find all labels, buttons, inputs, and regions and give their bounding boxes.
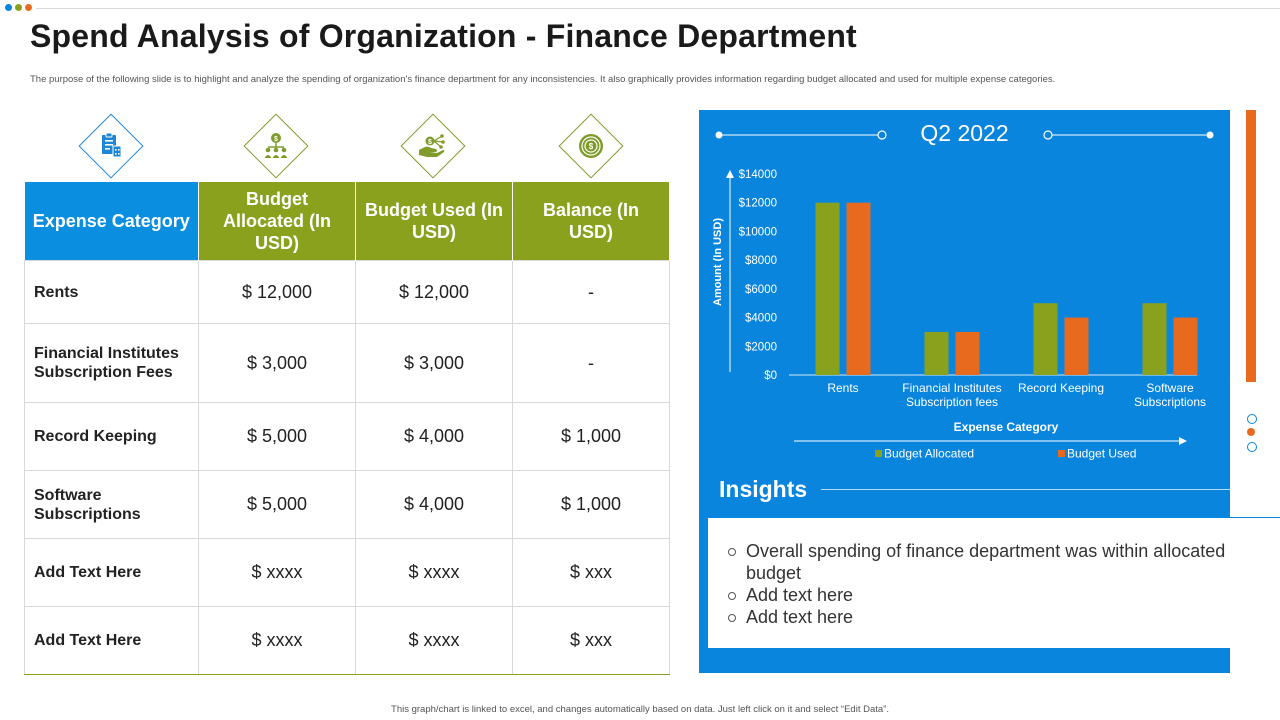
y-tick-label: $12000 <box>739 198 777 210</box>
bar-chart: Amount (In USD) $0 $2000 $4000 $6000 $8000 $10… <box>712 130 1214 461</box>
y-axis-arrow-head <box>726 170 734 178</box>
cell-category: Add Text Here <box>24 538 199 607</box>
bar-allocated <box>924 331 949 375</box>
svg-text:$: $ <box>589 142 594 151</box>
insight-item: Add text here <box>728 606 1280 628</box>
y-axis-label: Amount (In USD) <box>712 218 724 306</box>
y-tick-label: $10000 <box>739 226 777 238</box>
footer-note: This graph/chart is linked to excel, and… <box>391 704 889 715</box>
cell-allocated: $ xxxx <box>198 538 356 607</box>
bar-used <box>1064 317 1089 375</box>
x-tick-label: Record Keeping <box>1018 381 1104 395</box>
y-tick-label: $2000 <box>745 341 777 353</box>
dot-blue <box>5 4 12 11</box>
y-tick-label: $6000 <box>745 284 777 296</box>
insight-item: Add text here <box>728 584 1280 606</box>
insight-item: Overall spending of finance department w… <box>728 540 1280 584</box>
table-row: Financial Institutes Subscription Fees $… <box>24 323 670 403</box>
x-tick-label: Rents <box>827 381 858 395</box>
hand-money-network-icon: $ <box>400 113 466 179</box>
cell-used: $ 12,000 <box>355 260 513 324</box>
spend-table: Expense Category Budget Allocated (In US… <box>24 182 670 675</box>
title-rule-right-ring <box>1043 130 1053 140</box>
table-row: Software Subscriptions $ 5,000 $ 4,000 $… <box>24 470 670 539</box>
cell-category: Financial Institutes Subscription Fees <box>24 323 199 403</box>
bar-allocated <box>1033 303 1058 375</box>
bar-used <box>955 331 980 375</box>
coin-target-icon: $ <box>558 113 624 179</box>
header-budget-used: Budget Used (In USD) <box>355 182 513 261</box>
y-tick-label: $8000 <box>745 255 777 267</box>
cell-category: Record Keeping <box>24 402 199 471</box>
header-budget-allocated: Budget Allocated (In USD) <box>198 182 356 261</box>
cell-category: Software Subscriptions <box>24 470 199 539</box>
cell-used: $ 3,000 <box>355 323 513 403</box>
x-axis-arrow-head <box>1179 437 1187 445</box>
bar-allocated <box>815 202 840 375</box>
y-tick-label: $4000 <box>745 313 777 325</box>
cell-balance: - <box>512 323 670 403</box>
svg-text:$: $ <box>428 139 432 146</box>
page-title: Spend Analysis of Organization - Finance… <box>30 18 857 54</box>
header-expense-category: Expense Category <box>24 182 199 261</box>
title-rule-right-dot <box>1206 131 1214 139</box>
insights-list: Overall spending of finance department w… <box>708 518 1280 628</box>
cell-balance: - <box>512 260 670 324</box>
table-header-row: Expense Category Budget Allocated (In US… <box>24 182 670 261</box>
cell-allocated: $ 3,000 <box>198 323 356 403</box>
cell-used: $ 4,000 <box>355 470 513 539</box>
side-dot-active <box>1247 428 1255 436</box>
cell-balance: $ 1,000 <box>512 402 670 471</box>
cell-used: $ xxxx <box>355 606 513 675</box>
cell-balance: $ xxx <box>512 606 670 675</box>
cell-balance: $ xxx <box>512 538 670 607</box>
cell-allocated: $ xxxx <box>198 606 356 675</box>
title-rule-left-ring <box>877 130 887 140</box>
money-team-icon: $ <box>243 113 309 179</box>
insights-box: Overall spending of finance department w… <box>708 517 1280 648</box>
side-dot <box>1247 414 1257 424</box>
cell-allocated: $ 5,000 <box>198 402 356 471</box>
page-subtitle: The purpose of the following slide is to… <box>30 74 1056 85</box>
brand-dots <box>5 4 32 11</box>
accent-bar <box>1246 110 1256 382</box>
x-tick-label: Software Subscriptions <box>1134 381 1206 409</box>
legend-label: Budget Allocated <box>884 447 974 461</box>
cell-allocated: $ 5,000 <box>198 470 356 539</box>
insights-title: Insights <box>719 476 808 502</box>
legend-swatch <box>875 450 882 457</box>
top-divider <box>36 8 1280 9</box>
insights-divider <box>821 489 1231 490</box>
cell-used: $ 4,000 <box>355 402 513 471</box>
bar-allocated <box>1142 303 1167 375</box>
table-row: Rents $ 12,000 $ 12,000 - <box>24 260 670 324</box>
bar-used <box>1173 317 1198 375</box>
y-tick-label: $14000 <box>739 169 777 181</box>
header-balance: Balance (In USD) <box>512 182 670 261</box>
svg-text:$: $ <box>274 136 278 143</box>
cell-category: Rents <box>24 260 199 324</box>
cell-used: $ xxxx <box>355 538 513 607</box>
clipboard-building-icon <box>78 113 144 179</box>
legend-swatch <box>1058 450 1065 457</box>
legend-label: Budget Used <box>1067 447 1136 461</box>
dot-green <box>15 4 22 11</box>
cell-balance: $ 1,000 <box>512 470 670 539</box>
bar-used <box>846 202 871 375</box>
y-tick-label: $0 <box>764 370 777 382</box>
table-row: Record Keeping $ 5,000 $ 4,000 $ 1,000 <box>24 402 670 471</box>
x-tick-label: Financial Institutes Subscription fees <box>902 381 1001 409</box>
cell-category: Add Text Here <box>24 606 199 675</box>
cell-allocated: $ 12,000 <box>198 260 356 324</box>
side-dot <box>1247 442 1257 452</box>
table-row: Add Text Here $ xxxx $ xxxx $ xxx <box>24 538 670 607</box>
title-rule-left-dot <box>715 131 723 139</box>
dot-orange <box>25 4 32 11</box>
x-axis-label: Expense Category <box>954 420 1059 434</box>
chart-title: Q2 2022 <box>920 120 1009 146</box>
table-row: Add Text Here $ xxxx $ xxxx $ xxx <box>24 606 670 675</box>
